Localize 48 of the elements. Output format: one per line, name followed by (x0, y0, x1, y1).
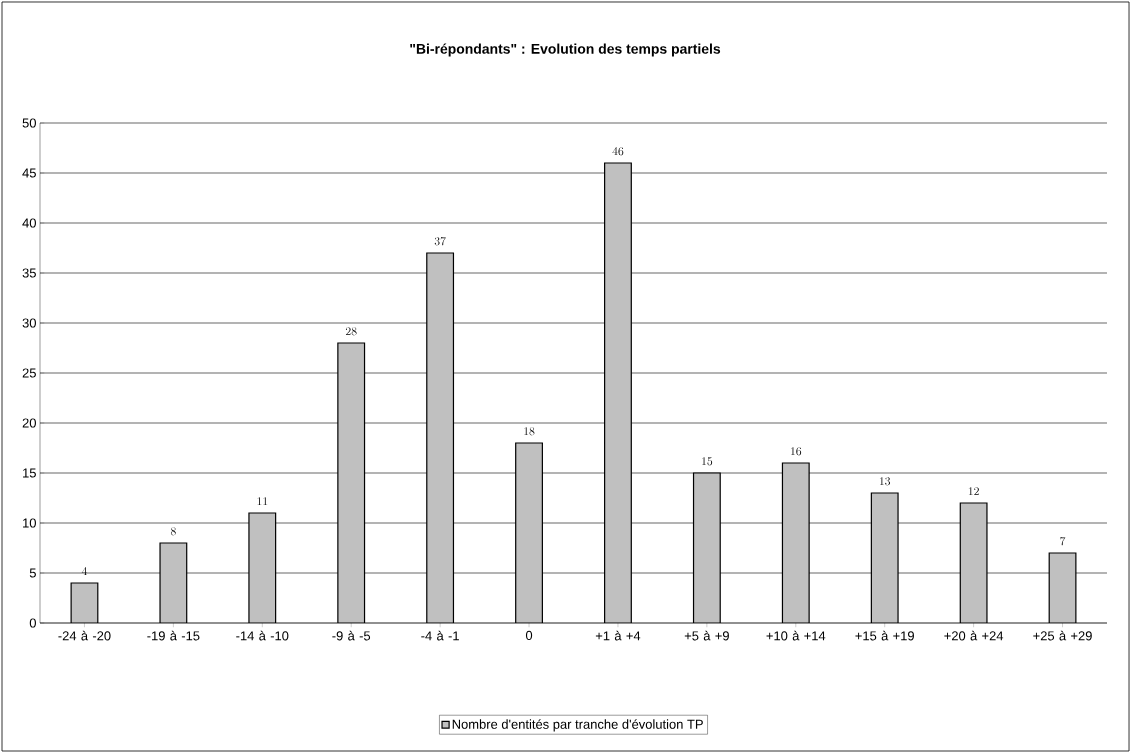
data-label: 7 (1060, 537, 1066, 546)
data-label: 37 (434, 237, 446, 246)
bar (692, 472, 721, 623)
y-tick-label: 40 (22, 218, 36, 228)
data-label: 15 (702, 457, 713, 466)
x-tick-label: 0 (525, 630, 533, 640)
bar (959, 502, 988, 623)
y-tick-label: 10 (23, 518, 36, 528)
bar (604, 162, 632, 623)
data-label: 11 (257, 497, 268, 506)
data-label: 12 (968, 487, 979, 496)
y-tick-label: 5 (29, 568, 36, 578)
x-tick-label: -9 à -5 (332, 630, 371, 641)
data-label: 8 (170, 527, 176, 536)
y-tick-label: 0 (29, 618, 36, 628)
x-tick-label: +5 à +9 (684, 630, 729, 641)
y-tick-label: 50 (22, 118, 36, 128)
x-tick-label: -4 à -1 (421, 630, 459, 641)
y-tick-label: 35 (22, 268, 36, 278)
data-label: 18 (524, 427, 535, 436)
x-tick-label: +1 à +4 (595, 630, 641, 641)
x-tick-label: -19 à -15 (147, 630, 200, 641)
bar (515, 442, 543, 623)
x-tick-label: -14 à -10 (236, 630, 289, 641)
bar (426, 252, 455, 623)
data-label: 16 (791, 447, 802, 456)
x-tick-label: +10 à +14 (766, 630, 826, 641)
bar (870, 492, 899, 623)
data-label: 4 (81, 567, 88, 576)
bar (1048, 552, 1077, 623)
bar (159, 542, 188, 623)
chart-title: "Bi-répondants" : Evolution des temps partiels (410, 43, 721, 57)
x-tick-label: +20 à +24 (944, 630, 1004, 641)
bar (248, 512, 277, 623)
legend-label: Nombre d'entités par tranche d'évolution TP (452, 719, 703, 732)
x-tick-label: -24 à -20 (58, 630, 111, 641)
bar (337, 342, 366, 623)
data-label: 13 (879, 477, 891, 486)
y-tick-label: 15 (23, 468, 36, 478)
bar (781, 462, 810, 623)
x-tick-label: +25 à +29 (1033, 630, 1092, 641)
data-label: 46 (612, 147, 624, 156)
x-tick-label: +15 à +19 (855, 630, 914, 641)
y-tick-label: 25 (22, 368, 36, 378)
y-tick-label: 20 (22, 418, 36, 428)
data-label: 28 (345, 327, 357, 336)
y-tick-label: 30 (22, 318, 36, 328)
y-tick-label: 45 (22, 168, 36, 178)
